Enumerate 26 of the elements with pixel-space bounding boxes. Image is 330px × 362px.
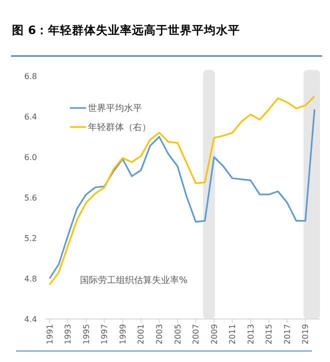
annotation: 国际劳工组织估算失业率% <box>80 275 188 286</box>
y-tick-label: 6.0 <box>24 152 37 162</box>
x-tick-label: 2001 <box>136 324 146 344</box>
x-tick-label: 2011 <box>228 324 238 344</box>
x-tick-label: 1993 <box>64 324 73 344</box>
y-tick-label: 6.8 <box>24 72 37 81</box>
y-tick-label: 5.6 <box>24 193 37 202</box>
x-tick-label: 2019 <box>301 324 310 344</box>
x-tick-label: 1995 <box>82 324 91 344</box>
y-tick-label: 5.2 <box>24 234 37 243</box>
legend-label: 世界平均水平 <box>88 103 142 114</box>
x-tick-label: 1991 <box>45 324 54 344</box>
y-tick-label: 6.4 <box>24 112 37 122</box>
legend-label: 年轻群体（右） <box>88 122 151 134</box>
x-tick-label: 2013 <box>246 324 256 344</box>
y-tick-label: 4.8 <box>24 274 37 284</box>
x-tick-label: 1997 <box>100 324 110 344</box>
x-tick-label: 2003 <box>155 324 164 344</box>
x-tick-label: 2009 <box>210 324 219 344</box>
x-tick-label: 2005 <box>173 324 182 344</box>
y-tick-label: 4.4 <box>24 314 37 324</box>
chart-title: 图 6：年轻群体失业率远高于世界平均水平 <box>12 23 240 37</box>
x-tick-label: 2007 <box>192 324 201 344</box>
x-tick-label: 1999 <box>118 324 128 344</box>
x-tick-label: 2017 <box>282 324 292 344</box>
x-tick-label: 2015 <box>264 324 274 344</box>
